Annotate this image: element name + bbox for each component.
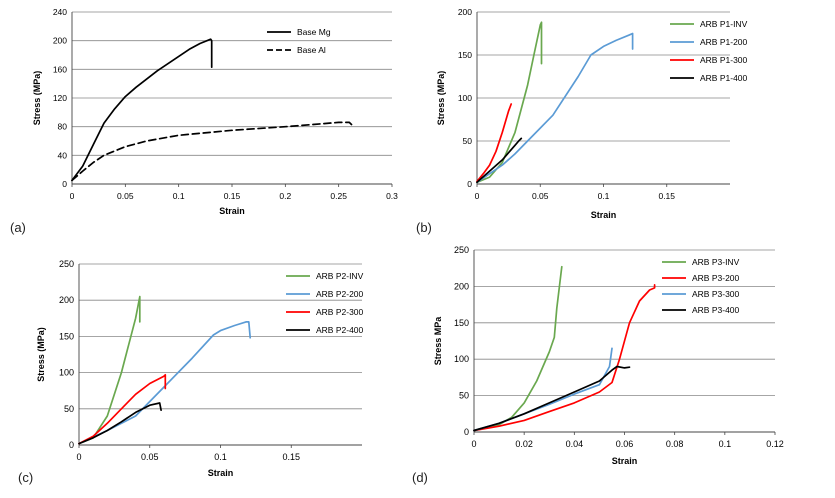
y-tick-label: 50: [459, 391, 469, 401]
y-tick-label: 200: [458, 7, 472, 17]
y-tick-label: 200: [53, 36, 67, 46]
legend-label: ARB P3-300: [692, 289, 740, 299]
x-tick-label: 0: [475, 191, 480, 201]
panel-label-c: (c): [18, 470, 34, 485]
legend-label: ARB P3-INV: [692, 257, 740, 267]
y-axis-label: Stress (MPa): [436, 71, 446, 126]
y-tick-label: 40: [58, 150, 68, 160]
x-axis-label: Strain: [591, 210, 617, 220]
x-tick-label: 0.15: [224, 191, 241, 201]
y-tick-label: 120: [53, 93, 67, 103]
x-axis-label: Strain: [219, 206, 245, 216]
series-line: [473, 265, 563, 432]
x-axis-label: Strain: [208, 468, 234, 478]
x-tick-label: 0.1: [214, 452, 227, 462]
panel-a-chart: 0 40 80 120 160 200 240 0 0.05 0.1 0.15 0.2 0.25 0.3 S…: [32, 7, 398, 216]
legend-label: ARB P2-300: [316, 307, 364, 317]
series-line: [473, 284, 656, 432]
x-axis-label: Strain: [612, 456, 638, 466]
series-line: [476, 32, 634, 184]
x-tick-label: 0.05: [141, 452, 159, 462]
x-tick-label: 0.02: [515, 439, 533, 449]
series-line: [476, 21, 543, 184]
x-tick-label: 0.12: [766, 439, 784, 449]
panel-d-chart: 0 50 100 150 200 250 0 0.02 0.04 0.06 0.08 0.1 0.12 S…: [433, 245, 784, 466]
legend-label: Base Mg: [297, 27, 331, 37]
y-axis-label: Stress MPa: [433, 316, 443, 366]
panel-b-chart: 0 50 100 150 200 0 0.05 0.1 0.15 Strain Stress (MP…: [436, 7, 748, 220]
y-tick-label: 250: [59, 259, 74, 269]
x-tick-label: 0.05: [117, 191, 134, 201]
x-tick-label: 0: [471, 439, 476, 449]
x-tick-label: 0.15: [658, 191, 675, 201]
y-tick-label: 200: [454, 281, 469, 291]
legend-label: ARB P1-300: [700, 55, 748, 65]
y-tick-label: 240: [53, 7, 67, 17]
y-tick-label: 150: [458, 50, 472, 60]
panel-label-a: (a): [10, 220, 26, 235]
panel-label-d: (d): [412, 470, 428, 485]
legend-label: ARB P2-200: [316, 289, 364, 299]
legend-label: ARB P1-INV: [700, 19, 748, 29]
legend-label: ARB P1-200: [700, 37, 748, 47]
x-tick-label: 0.1: [719, 439, 732, 449]
x-tick-label: 0: [76, 452, 81, 462]
y-tick-label: 80: [58, 122, 68, 132]
series-line: [476, 137, 523, 184]
series-line: [78, 321, 252, 445]
y-tick-label: 200: [59, 295, 74, 305]
y-tick-label: 50: [64, 404, 74, 414]
y-tick-label: 0: [69, 440, 74, 450]
series-line: [78, 402, 162, 445]
y-tick-label: 0: [464, 427, 469, 437]
x-tick-label: 0.06: [616, 439, 634, 449]
x-tick-label: 0.2: [279, 191, 291, 201]
series-line: [476, 103, 513, 183]
y-tick-label: 100: [59, 368, 74, 378]
x-tick-label: 0.15: [282, 452, 300, 462]
y-axis-label: Stress (MPa): [32, 71, 42, 126]
y-tick-label: 150: [454, 318, 469, 328]
panel-c-chart: 0 50 100 150 200 250 0 0.05 0.1 0.15 Strain Stress …: [36, 259, 364, 478]
y-tick-label: 100: [458, 93, 472, 103]
series-line: [473, 365, 631, 432]
series-line: [78, 373, 167, 445]
legend-label: Base Al: [297, 45, 326, 55]
y-tick-label: 160: [53, 64, 67, 74]
x-tick-label: 0.04: [566, 439, 584, 449]
x-tick-label: 0.3: [386, 191, 398, 201]
y-tick-label: 100: [454, 354, 469, 364]
legend-label: ARB P1-400: [700, 73, 748, 83]
series-line: [71, 121, 353, 182]
series-line: [71, 38, 213, 182]
y-tick-label: 250: [454, 245, 469, 255]
y-tick-label: 0: [467, 179, 472, 189]
y-tick-label: 0: [62, 179, 67, 189]
legend-label: ARB P3-400: [692, 305, 740, 315]
legend-label: ARB P2-INV: [316, 271, 364, 281]
legend-label: ARB P2-400: [316, 325, 364, 335]
y-axis-label: Stress (MPa): [36, 327, 46, 382]
panel-label-b: (b): [416, 220, 432, 235]
x-tick-label: 0.25: [330, 191, 347, 201]
y-tick-label: 50: [463, 136, 473, 146]
x-tick-label: 0.08: [666, 439, 684, 449]
y-tick-label: 150: [59, 331, 74, 341]
x-tick-label: 0.1: [173, 191, 185, 201]
series-line: [473, 347, 613, 432]
legend-label: ARB P3-200: [692, 273, 740, 283]
x-tick-label: 0.05: [532, 191, 549, 201]
x-tick-label: 0: [70, 191, 75, 201]
x-tick-label: 0.1: [598, 191, 610, 201]
